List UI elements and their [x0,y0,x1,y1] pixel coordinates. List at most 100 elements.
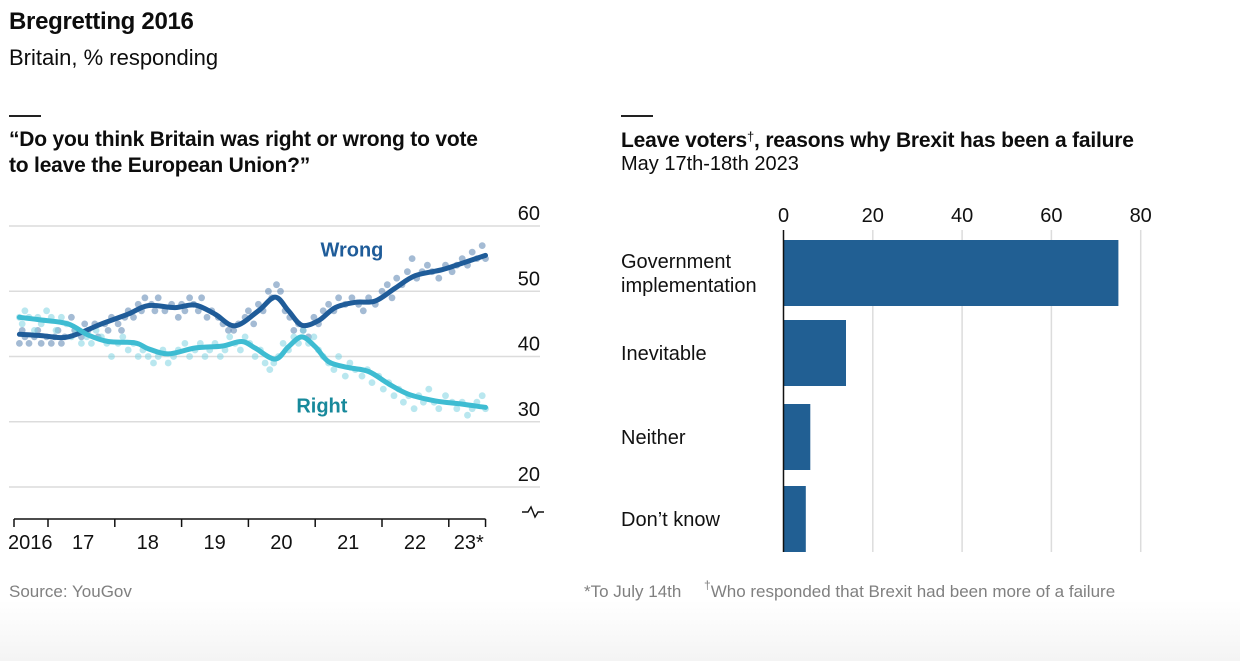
right-chart-title-main: Leave voters [621,129,748,152]
data-point-right [21,307,29,315]
data-point-wrong [478,242,486,249]
data-point-right [358,372,366,380]
data-point-right [124,346,132,354]
data-point-wrong [393,274,401,282]
asterisk-footnote: *To July 14th [584,582,682,601]
line-chart-x-axis: 2016 17 18 19 20 21 22 23* [8,518,487,554]
data-point-wrong [230,327,238,334]
data-point-wrong [81,320,89,328]
series-label-wrong: Wrong [320,240,383,262]
bar-chart-bars [783,240,1119,552]
data-point-right [186,353,194,360]
data-point-wrong [174,313,182,321]
data-point-wrong [359,307,367,315]
left-panel-rule [9,115,41,117]
data-point-right [241,333,249,341]
data-point-right [237,346,244,354]
data-point-right [425,385,433,393]
y-tick-label-50: 50 [518,268,540,290]
data-point-wrong [265,287,272,295]
data-point-wrong [104,327,112,334]
x-tick-label: 23* [454,532,484,554]
data-point-right [453,405,461,413]
bar-chart-x-axis: 0 20 40 60 80 [778,205,1152,227]
data-point-wrong [325,300,332,308]
data-point-wrong [68,313,75,321]
line-chart-y-axis: 20 30 40 50 60 [518,203,544,519]
data-point-right [299,327,307,334]
data-point-right [52,327,60,334]
data-point-wrong [250,320,258,328]
line-chart: 20 30 40 50 60 Wrong Right 2016 17 18 19 20 21 22 23… [8,203,544,554]
data-point-right [261,359,269,367]
data-point-wrong [435,274,443,282]
chart-subtitle: Britain, % responding [9,45,219,70]
data-point-right [379,385,387,393]
x-tick-label: 18 [137,532,159,554]
line-chart-trend-lines [16,252,488,410]
right-chart-subtitle: May 17th-18th 2023 [621,153,799,175]
data-point-right [119,333,127,341]
y-tick-label-40: 40 [518,334,540,356]
data-point-right [108,353,115,360]
left-chart-title: “Do you think Britain was right or wrong… [9,128,478,177]
data-point-wrong [383,281,391,289]
data-point-wrong [255,300,262,308]
source-note: Source: YouGov [9,582,132,601]
data-point-wrong [203,313,211,321]
x-tick-label-80: 80 [1130,205,1152,227]
data-point-right [181,340,189,347]
data-point-wrong [273,281,280,289]
x-tick-label: 19 [203,532,225,554]
trend-line-wrong [16,252,488,341]
data-point-right [144,353,152,360]
data-point-wrong [348,294,356,302]
data-point-right [164,359,172,367]
x-tick-label-0: 0 [778,205,789,227]
x-tick-label: 21 [337,532,359,554]
category-label: Don’t know [621,509,720,531]
data-point-wrong [58,340,65,347]
data-point-right [478,392,486,400]
data-point-right [335,353,342,360]
x-tick-label: 22 [404,532,426,554]
data-point-right [368,379,376,386]
x-tick-label: 20 [270,532,292,554]
category-label: Inevitable [621,343,707,365]
data-point-wrong [186,294,194,302]
category-label: Government [621,251,731,273]
data-point-wrong [118,327,125,334]
data-point-right [279,340,287,347]
data-point-wrong [277,287,284,295]
x-tick-label-60: 60 [1040,205,1062,227]
data-point-wrong [198,294,206,302]
data-point-wrong [335,294,342,302]
chart-title: Bregretting 2016 [9,8,194,35]
data-point-right [330,366,338,373]
data-point-right [201,353,209,360]
dagger-footnote-mark: † [704,578,711,592]
data-point-right [31,327,38,334]
data-point-right [78,340,85,347]
data-point-right [88,340,95,347]
x-tick-label-40: 40 [951,205,973,227]
dagger-mark: † [747,129,755,144]
data-point-wrong [181,307,189,315]
bar-don-t-know [783,486,806,552]
data-point-right [226,333,234,341]
data-point-right [251,353,259,360]
dagger-footnote-text: Who responded that Brexit had been more … [710,582,1116,601]
data-point-wrong [468,248,476,256]
data-point-right [346,359,354,367]
bar-inevitable [783,320,846,386]
data-point-wrong [290,327,298,334]
data-point-wrong [448,268,456,276]
x-tick-label: 17 [72,532,94,554]
category-label: implementation [621,275,757,297]
category-label: Neither [621,427,686,449]
data-point-right [18,320,26,328]
data-point-wrong [404,268,411,276]
data-point-right [310,333,318,341]
